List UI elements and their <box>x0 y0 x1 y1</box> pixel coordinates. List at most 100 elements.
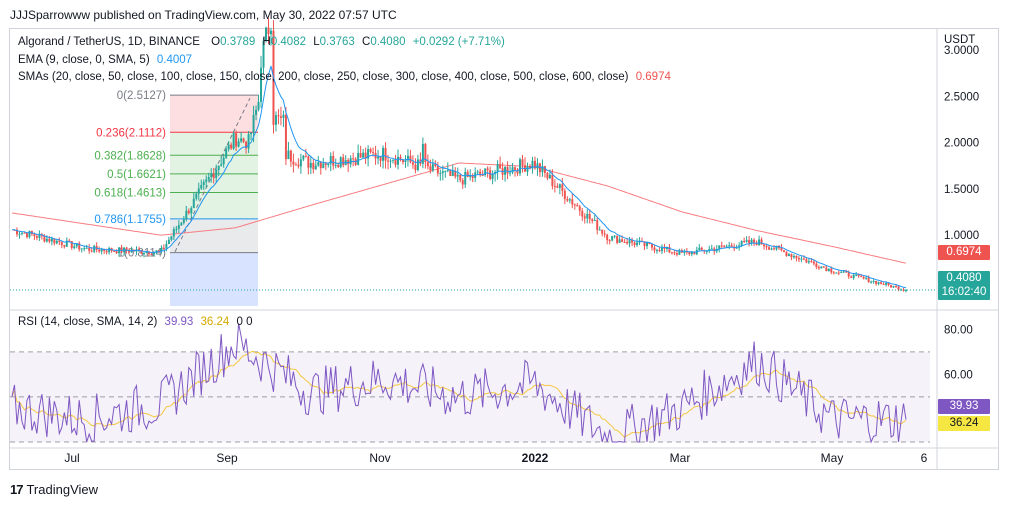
candle-body <box>382 147 385 161</box>
fib-zone <box>170 132 258 156</box>
candle-body <box>827 268 830 272</box>
candle-body <box>200 185 203 189</box>
candle-body <box>623 241 626 243</box>
candle-body <box>157 250 160 252</box>
rsi-legend[interactable]: RSI (14, close, SMA, 14, 2) 39.93 36.24 … <box>18 316 253 328</box>
candle-body <box>573 204 576 206</box>
high-value: 0.4082 <box>270 36 306 48</box>
candle-body <box>128 250 131 253</box>
candle-body <box>262 40 265 68</box>
candle-body <box>837 272 840 274</box>
fib-level-label: 0.618(1.4613) <box>94 187 166 199</box>
candle-body <box>387 160 390 162</box>
candle-body <box>521 159 524 166</box>
candle-body <box>277 115 280 117</box>
candle-body <box>63 245 66 247</box>
candle-body <box>342 157 345 166</box>
candle-body <box>660 247 663 252</box>
candle-body <box>847 272 850 277</box>
candle-body <box>466 171 469 177</box>
candle-body <box>364 152 367 159</box>
close-label: C <box>362 36 371 48</box>
candle-body <box>608 240 611 242</box>
candle-body <box>20 232 23 234</box>
candle-body <box>611 236 614 241</box>
candle-body <box>53 238 56 244</box>
candle-body <box>195 193 198 199</box>
candle-body <box>568 199 571 201</box>
countdown-badge: 16:02:40 <box>938 285 990 300</box>
rsi-axis-tick: 80.00 <box>944 324 973 336</box>
candle-body <box>787 254 790 257</box>
candle-body <box>411 162 414 165</box>
candle-body <box>205 179 208 182</box>
candle-body <box>543 166 546 173</box>
candle-body <box>322 163 325 169</box>
candle-body <box>763 244 766 247</box>
chart-frame <box>9 28 999 470</box>
candle-body <box>50 238 53 242</box>
candle-body <box>347 159 350 165</box>
candle-body <box>633 242 636 246</box>
candle-body <box>369 149 372 153</box>
candle-body <box>70 241 73 249</box>
candle-body <box>631 240 634 243</box>
candle-body <box>643 241 646 247</box>
high-label: H <box>262 36 271 48</box>
candle-body <box>294 164 297 166</box>
candle-body <box>349 158 352 165</box>
low-label: L <box>313 36 320 48</box>
candle-body <box>875 280 878 284</box>
candle-body <box>461 180 464 185</box>
candle-body <box>887 283 890 286</box>
candle-body <box>235 133 238 147</box>
sma-legend[interactable]: SMAs (20, close, 50, close, 100, close, … <box>18 71 671 83</box>
ema-legend[interactable]: EMA (9, close, 0, SMA, 5) 0.4007 <box>18 54 192 66</box>
candle-body <box>287 150 290 160</box>
close-value: 0.4080 <box>370 36 406 48</box>
rsi-sma-line <box>11 350 907 439</box>
candle-body <box>177 225 180 229</box>
candle-body <box>469 175 472 177</box>
symbol-name[interactable]: Algorand / TetherUS, 1D, BINANCE <box>18 36 200 48</box>
candle-body <box>591 219 594 221</box>
candle-body <box>210 174 213 178</box>
candle-body <box>130 250 133 253</box>
candle-body <box>319 162 322 169</box>
candle-body <box>207 177 210 180</box>
candle-body <box>735 247 738 249</box>
candle-body <box>613 235 616 237</box>
price-axis-tick: 1.5000 <box>944 184 979 196</box>
candle-body <box>481 174 484 176</box>
candle-body <box>444 170 447 172</box>
price-axis-tick: 1.0000 <box>944 230 979 242</box>
candle-body <box>486 168 489 171</box>
candle-body <box>459 174 462 181</box>
candle-body <box>187 210 190 214</box>
candle-body <box>304 155 307 157</box>
ema-label: EMA (9, close, 0, SMA, 5) <box>18 54 150 66</box>
candle-body <box>531 160 534 169</box>
candle-body <box>698 247 701 250</box>
candle-body <box>690 251 693 255</box>
fib-zone <box>170 218 258 253</box>
candle-body <box>571 199 574 205</box>
candle-body <box>850 276 853 278</box>
candle-body <box>805 259 808 263</box>
fib-zone <box>170 95 258 133</box>
currency-label[interactable]: USDT <box>944 34 976 46</box>
candle-body <box>897 286 900 290</box>
candle-body <box>718 245 721 249</box>
candle-body <box>372 152 375 154</box>
candle-body <box>416 159 419 171</box>
candle-body <box>232 133 235 149</box>
candle-body <box>588 213 591 220</box>
candle-body <box>352 158 355 160</box>
candles-group <box>13 18 907 293</box>
candle-body <box>795 256 798 259</box>
footer[interactable]: 17 TradingView <box>10 482 98 497</box>
candle-body <box>309 162 312 168</box>
candle-body <box>150 254 153 256</box>
candle-body <box>260 67 263 102</box>
